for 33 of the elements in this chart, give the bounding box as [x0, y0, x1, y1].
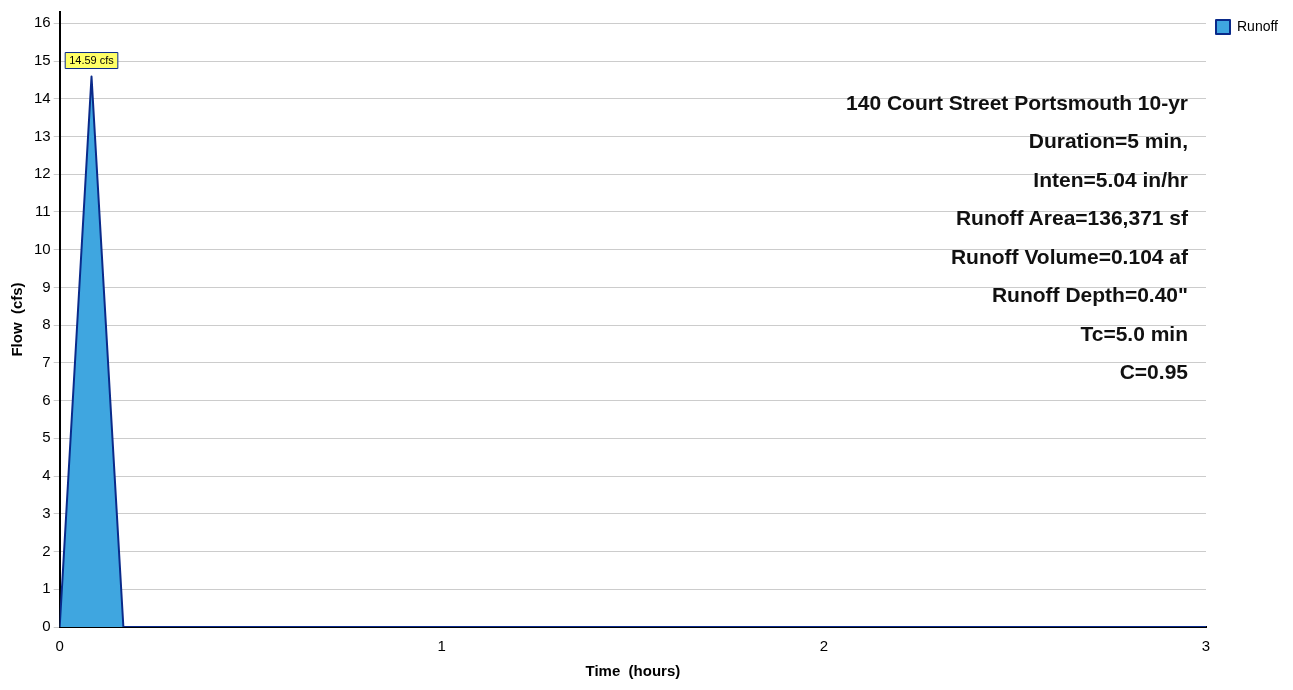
y-tick-label: 0 — [42, 617, 51, 635]
y-tick-label: 8 — [42, 315, 51, 333]
annotation: Tc=5.0 min — [1080, 321, 1188, 345]
y-tick-label: 7 — [42, 353, 51, 371]
annotation: Runoff Depth=0.40" — [991, 283, 1188, 307]
annotation: Inten=5.04 in/hr — [1033, 167, 1188, 191]
annotation: Runoff Volume=0.104 af — [950, 244, 1189, 268]
y-tick-label: 9 — [42, 277, 51, 295]
y-tick-label: 12 — [34, 164, 51, 182]
x-tick-label: 2 — [819, 637, 829, 655]
y-tick-label: 3 — [42, 503, 51, 521]
data-label: 14.59 cfs — [69, 53, 115, 66]
y-tick-label: 2 — [42, 541, 51, 559]
annotation: 140 Court Street Portsmouth 10-yr — [846, 90, 1188, 114]
y-axis-title: Flow (cfs) — [8, 282, 26, 357]
y-tick-label: 1 — [42, 579, 51, 597]
legend-label: Runoff — [1237, 17, 1279, 34]
annotation: Duration=5 min, — [1028, 129, 1188, 153]
x-tick-label: 0 — [55, 637, 64, 655]
x-tick-label: 1 — [437, 637, 446, 655]
y-tick-label: 10 — [34, 239, 51, 257]
y-tick-label: 4 — [42, 466, 51, 484]
y-tick-label: 14 — [34, 88, 51, 106]
y-tick-label: 5 — [42, 428, 51, 446]
y-tick-label: 11 — [35, 202, 51, 220]
x-tick-label: 3 — [1201, 637, 1211, 655]
y-tick-label: 13 — [34, 126, 51, 144]
y-tick-label: 15 — [34, 51, 51, 69]
annotation: Runoff Area=136,371 sf — [955, 206, 1189, 230]
x-axis-title: Time (hours) — [585, 662, 681, 680]
y-tick-label: 6 — [42, 390, 51, 408]
annotation: C=0.95 — [1119, 360, 1189, 384]
y-tick-label: 16 — [34, 13, 51, 31]
